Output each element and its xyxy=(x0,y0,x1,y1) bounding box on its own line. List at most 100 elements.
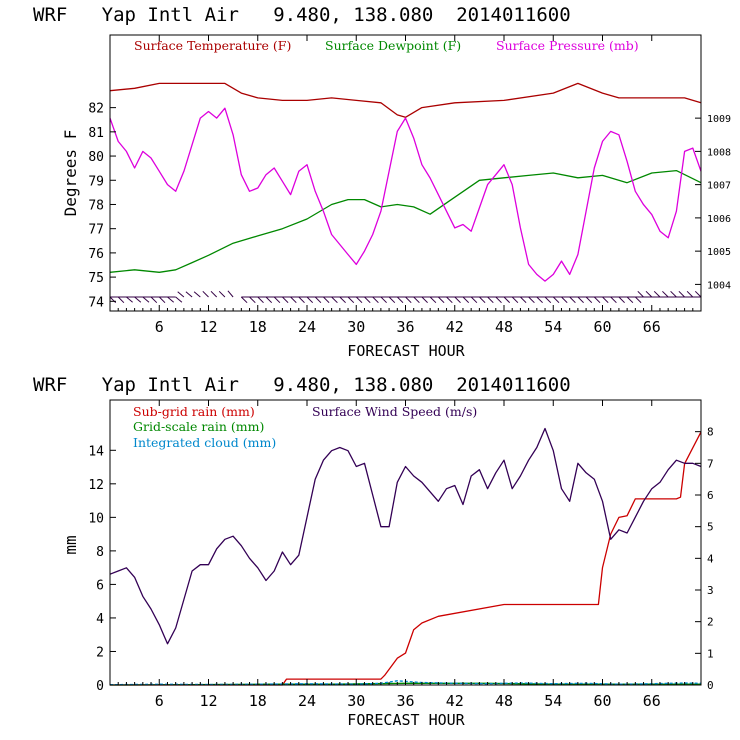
series-line-subgrid-rain xyxy=(110,431,702,686)
x-tick-label: 24 xyxy=(298,318,316,336)
rain-wind-panel: WRF Yap Intl Air 9.480, 138.080 20140116… xyxy=(33,374,714,729)
x-tick-label: 60 xyxy=(593,318,611,336)
y-tick-label: 79 xyxy=(88,174,104,189)
wind-barb xyxy=(544,296,552,304)
y-tick-label: 77 xyxy=(88,223,104,238)
x-tick-label: 48 xyxy=(495,692,513,710)
y2-tick-label: 1004 xyxy=(707,280,731,291)
wind-barb xyxy=(405,296,412,304)
y-axis-label: mm xyxy=(61,535,80,554)
series-line-wind-speed xyxy=(109,427,702,645)
x-tick-label: 42 xyxy=(446,318,464,336)
wind-barb xyxy=(227,290,234,298)
legend-dewpoint: Surface Dewpoint (F) xyxy=(325,38,461,53)
y-axis-label: Degrees F xyxy=(61,130,80,217)
wind-barb xyxy=(653,290,661,298)
x-tick-label: 54 xyxy=(544,692,562,710)
wind-barb xyxy=(175,296,183,303)
wind-barb xyxy=(323,296,330,304)
wind-barb xyxy=(520,296,527,304)
wind-barb xyxy=(569,296,576,304)
wind-barb xyxy=(686,290,694,298)
wind-barb xyxy=(470,296,478,304)
x-tick-label: 24 xyxy=(298,692,316,710)
wind-barb xyxy=(585,296,593,304)
y-tick-label: 0 xyxy=(96,679,104,694)
legend-subgrid-rain: Sub-grid rain (mm) xyxy=(133,404,255,419)
y-tick-label: 74 xyxy=(88,295,104,310)
wind-barb xyxy=(552,296,560,304)
x-axis-label: FORECAST HOUR xyxy=(347,711,465,729)
legend-temperature: Surface Temperature (F) xyxy=(134,38,291,53)
wind-barb xyxy=(167,296,175,303)
wind-barb xyxy=(126,296,133,303)
wind-barb xyxy=(446,296,453,304)
wind-barb xyxy=(347,296,355,304)
y2-tick-label: 1009 xyxy=(707,114,731,125)
x-tick-label: 42 xyxy=(446,692,464,710)
wind-barb xyxy=(355,296,363,304)
x-tick-label: 6 xyxy=(155,692,164,710)
wind-barb xyxy=(380,296,387,304)
wind-barb xyxy=(637,290,644,298)
wind-barb xyxy=(528,296,535,304)
legend-integrated-cloud: Integrated cloud (mm) xyxy=(133,435,276,450)
wind-barb xyxy=(634,296,642,304)
wind-barb xyxy=(396,296,404,304)
y2-tick-label: 1005 xyxy=(707,247,731,258)
y-tick-label: 75 xyxy=(88,271,104,286)
wind-barb xyxy=(577,296,584,304)
y-tick-label: 4 xyxy=(96,612,104,627)
wind-barb xyxy=(158,296,166,304)
y-tick-label: 81 xyxy=(88,126,104,141)
wind-barb xyxy=(298,296,305,304)
wind-barb xyxy=(210,290,218,298)
wind-barb xyxy=(662,290,669,298)
series-line-dewpoint xyxy=(109,169,702,273)
y-tick-label: 80 xyxy=(88,150,104,165)
x-tick-label: 66 xyxy=(643,692,661,710)
wind-barb xyxy=(495,296,502,304)
y-tick-label: 2 xyxy=(96,645,104,660)
x-tick-label: 12 xyxy=(199,318,217,336)
legend-gridscale-rain: Grid-scale rain (mm) xyxy=(133,419,264,434)
wind-barb xyxy=(282,296,289,304)
wind-barb xyxy=(177,291,185,298)
x-tick-label: 30 xyxy=(347,318,365,336)
wind-barb xyxy=(364,296,371,304)
wind-barb xyxy=(479,296,486,304)
wind-barb xyxy=(511,296,519,304)
y2-tick-label: 7 xyxy=(707,457,714,470)
wind-barb xyxy=(626,296,634,304)
wind-barb xyxy=(462,296,470,304)
wind-barb xyxy=(249,296,256,304)
x-tick-label: 36 xyxy=(396,692,414,710)
legend-wind-speed: Surface Wind Speed (m/s) xyxy=(312,404,477,419)
wind-barb xyxy=(437,296,445,304)
y2-tick-label: 1006 xyxy=(707,214,731,225)
y2-tick-label: 2 xyxy=(707,616,714,629)
wind-barb xyxy=(678,290,685,298)
wind-barb xyxy=(645,290,653,298)
wind-barb xyxy=(487,296,494,304)
x-axis-label: FORECAST HOUR xyxy=(347,342,465,360)
y2-tick-label: 4 xyxy=(707,552,714,565)
wind-barb xyxy=(314,296,322,304)
x-tick-label: 12 xyxy=(199,692,217,710)
y-tick-label: 6 xyxy=(96,578,104,593)
legend-pressure: Surface Pressure (mb) xyxy=(496,38,639,53)
wind-barb xyxy=(306,296,314,304)
y-tick-label: 14 xyxy=(88,444,104,459)
y2-tick-label: 5 xyxy=(707,521,714,534)
y2-tick-label: 1007 xyxy=(707,181,731,192)
wind-barb xyxy=(193,291,201,298)
panel-title: WRF Yap Intl Air 9.480, 138.080 20140116… xyxy=(33,374,571,396)
x-tick-label: 36 xyxy=(396,318,414,336)
wind-barb xyxy=(618,296,625,304)
wind-barb xyxy=(670,290,677,298)
wind-barb xyxy=(388,296,396,304)
wind-barb xyxy=(561,296,568,304)
wind-barb xyxy=(694,290,702,298)
y-tick-label: 12 xyxy=(88,478,104,493)
